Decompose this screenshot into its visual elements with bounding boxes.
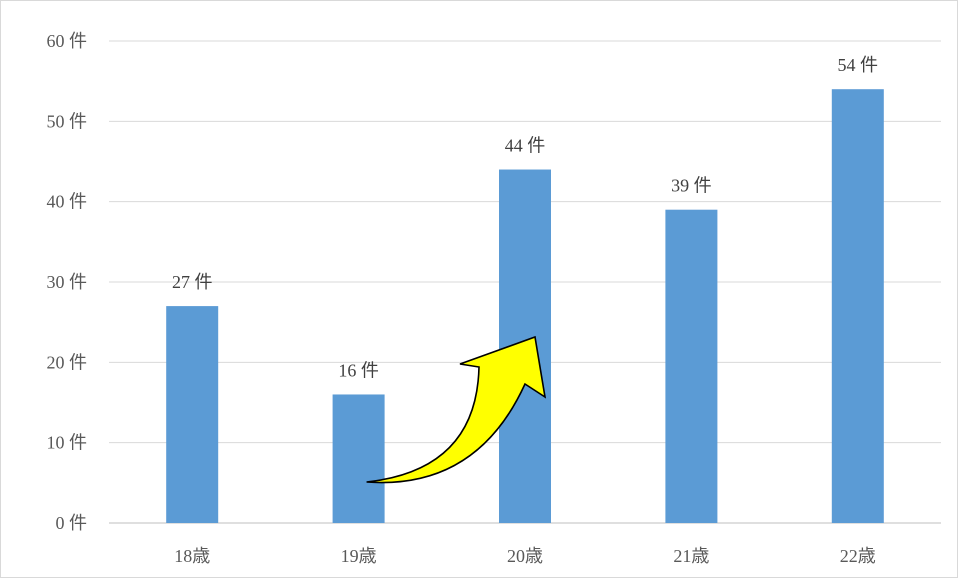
data-label: 16 件	[338, 360, 379, 380]
y-tick-label: 40 件	[47, 192, 88, 212]
bar	[332, 394, 385, 523]
x-tick-label: 22歳	[840, 546, 876, 566]
y-tick-label: 0 件	[56, 513, 88, 533]
x-tick-label: 19歳	[341, 546, 377, 566]
y-tick-label: 30 件	[47, 272, 88, 292]
bar	[166, 306, 219, 523]
x-tick-label: 20歳	[507, 546, 543, 566]
bar	[831, 89, 884, 523]
y-tick-label: 10 件	[47, 433, 88, 453]
y-axis-tick-labels: 0 件 10 件 20 件 30 件 40 件 50 件 60 件	[47, 31, 88, 533]
x-tick-label: 21歳	[673, 546, 709, 566]
y-tick-label: 20 件	[47, 352, 88, 372]
data-label: 44 件	[505, 136, 546, 156]
y-tick-label: 60 件	[47, 31, 88, 51]
curved-arrow-annotation	[366, 335, 547, 484]
bar	[665, 209, 718, 523]
y-tick-label: 50 件	[47, 111, 88, 131]
x-axis-tick-labels: 18歳 19歳 20歳 21歳 22歳	[174, 546, 876, 566]
data-label: 27 件	[172, 272, 213, 292]
data-labels: 27 件 16 件 44 件 39 件 54 件	[172, 55, 878, 380]
data-label: 54 件	[838, 55, 879, 75]
data-label: 39 件	[671, 176, 712, 196]
x-tick-label: 18歳	[174, 546, 210, 566]
annotation	[366, 335, 547, 484]
